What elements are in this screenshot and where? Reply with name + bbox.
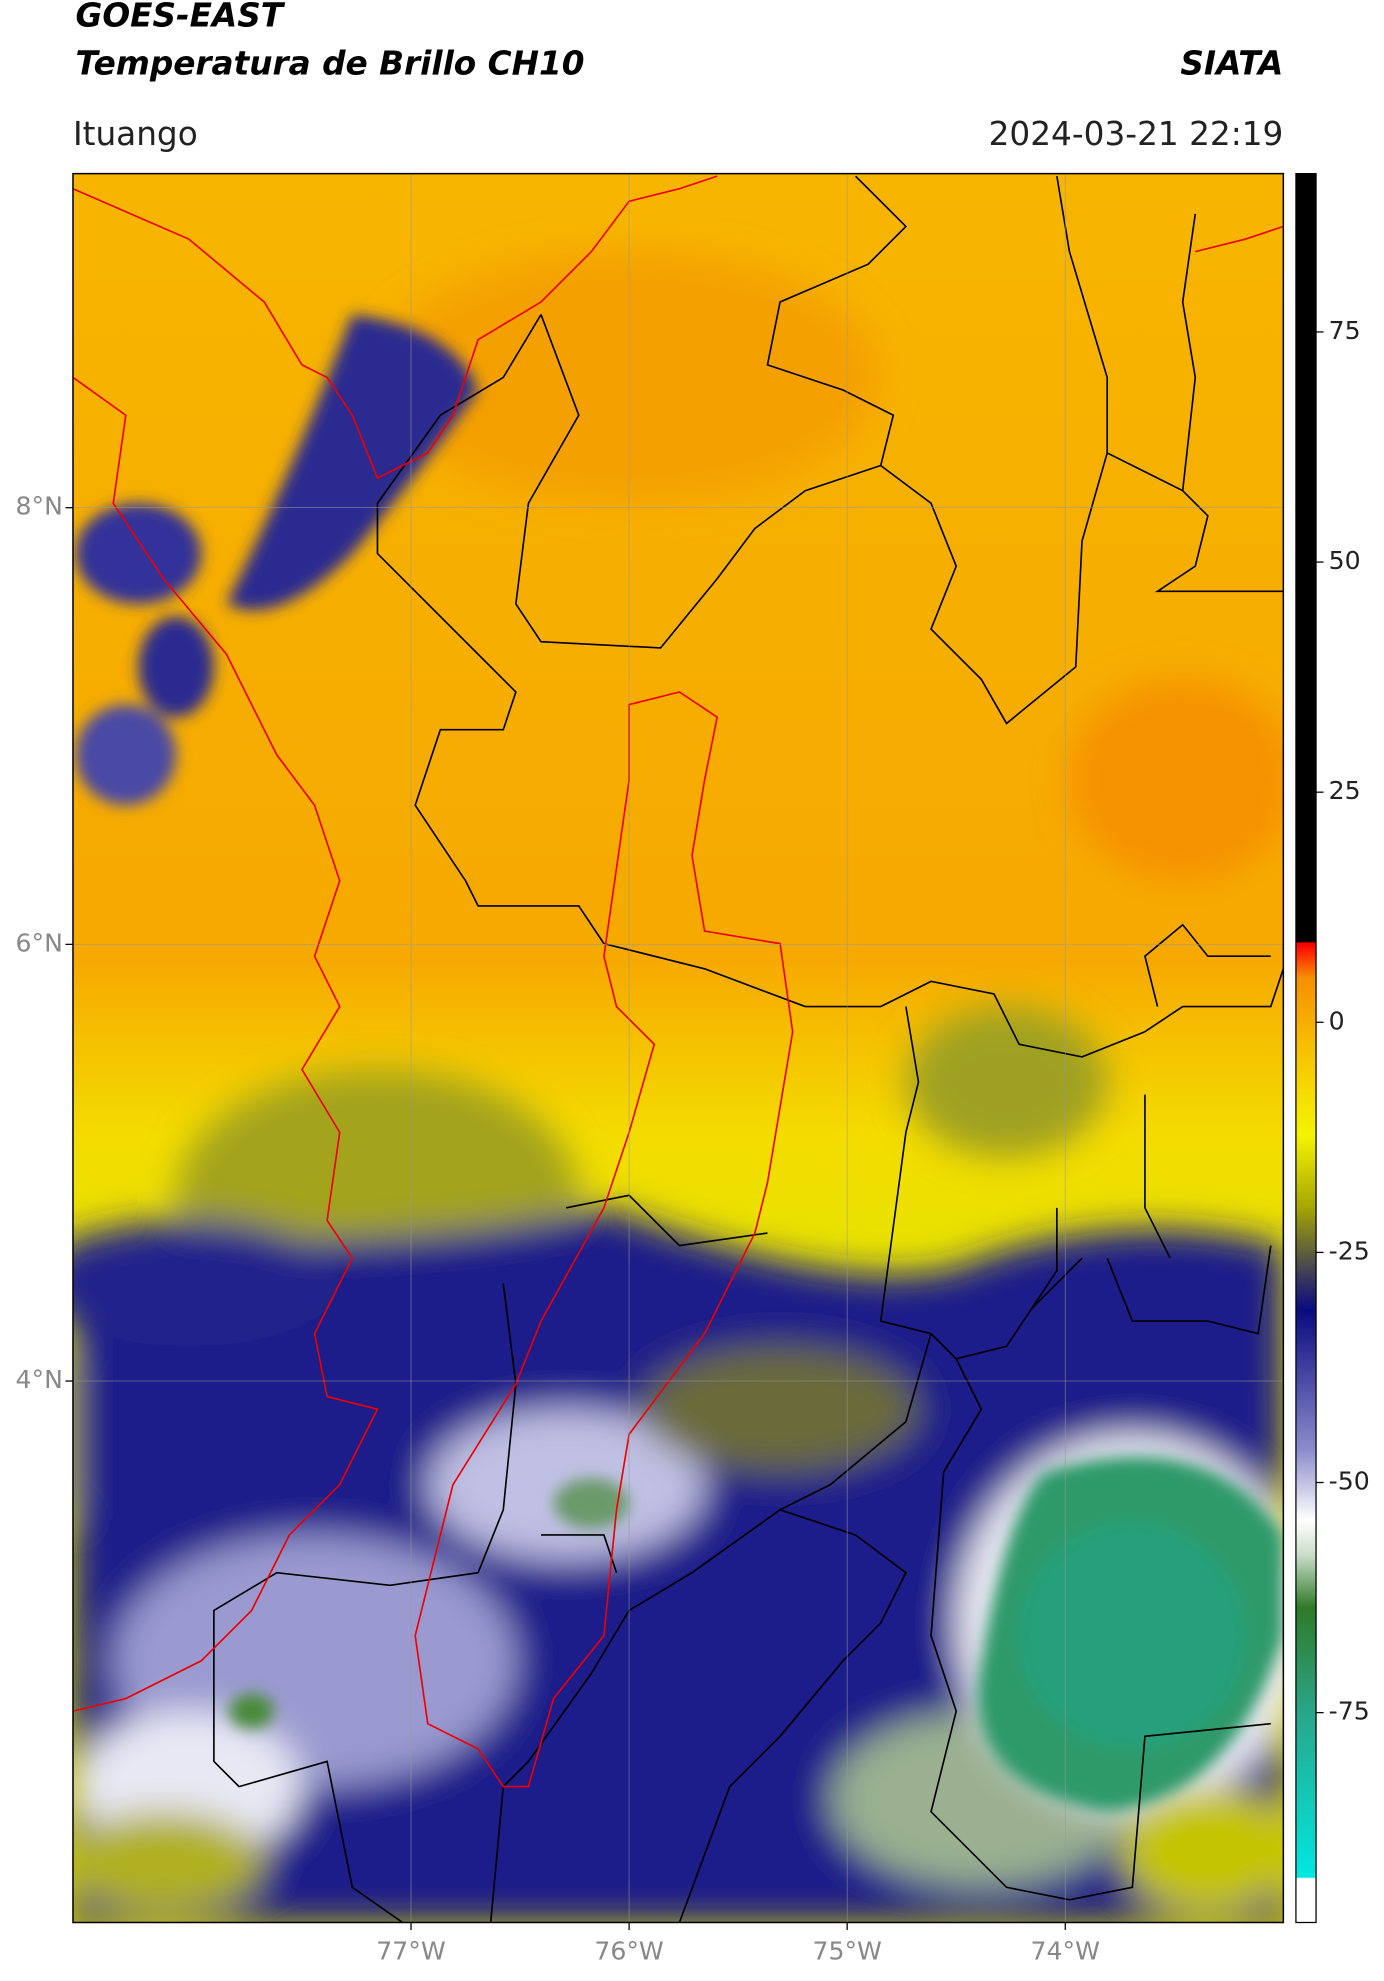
y-tick-label: 8°N [16,492,63,521]
y-tick-label: 6°N [16,928,63,957]
axes: 77°W 76°W 75°W 74°W 8°N 6°N 4°N 75 50 25 0 -25 -50 -7… [16,173,1370,1966]
map-frame [72,172,1285,1924]
title: GOES-EAST [75,0,285,35]
colorbar-tick-label: 75 [1329,316,1361,345]
source: SIATA [1180,44,1283,82]
timestamp: 2024-03-21 22:19 [989,115,1284,153]
x-tick-label: 75°W [812,1937,882,1966]
x-tick-label: 74°W [1031,1937,1101,1966]
colorbar [1295,172,1317,1924]
satellite-image [72,173,1284,1923]
location: Ituango [73,115,198,153]
y-tick-label: 4°N [16,1365,63,1394]
x-tick-label: 76°W [594,1937,664,1966]
colorbar-tick-label: -50 [1329,1467,1370,1496]
colorbar-tick-label: 50 [1329,546,1361,575]
colorbar-tick-label: 0 [1329,1006,1345,1035]
colorbar-tick-label: -25 [1329,1236,1370,1265]
x-tick-label: 77°W [376,1937,446,1966]
colorbar-tick-label: 25 [1329,776,1361,805]
borders [72,175,1284,1923]
colorbar-tick-label: -75 [1329,1697,1370,1726]
title: Temperatura de Brillo CH10 [75,44,584,82]
